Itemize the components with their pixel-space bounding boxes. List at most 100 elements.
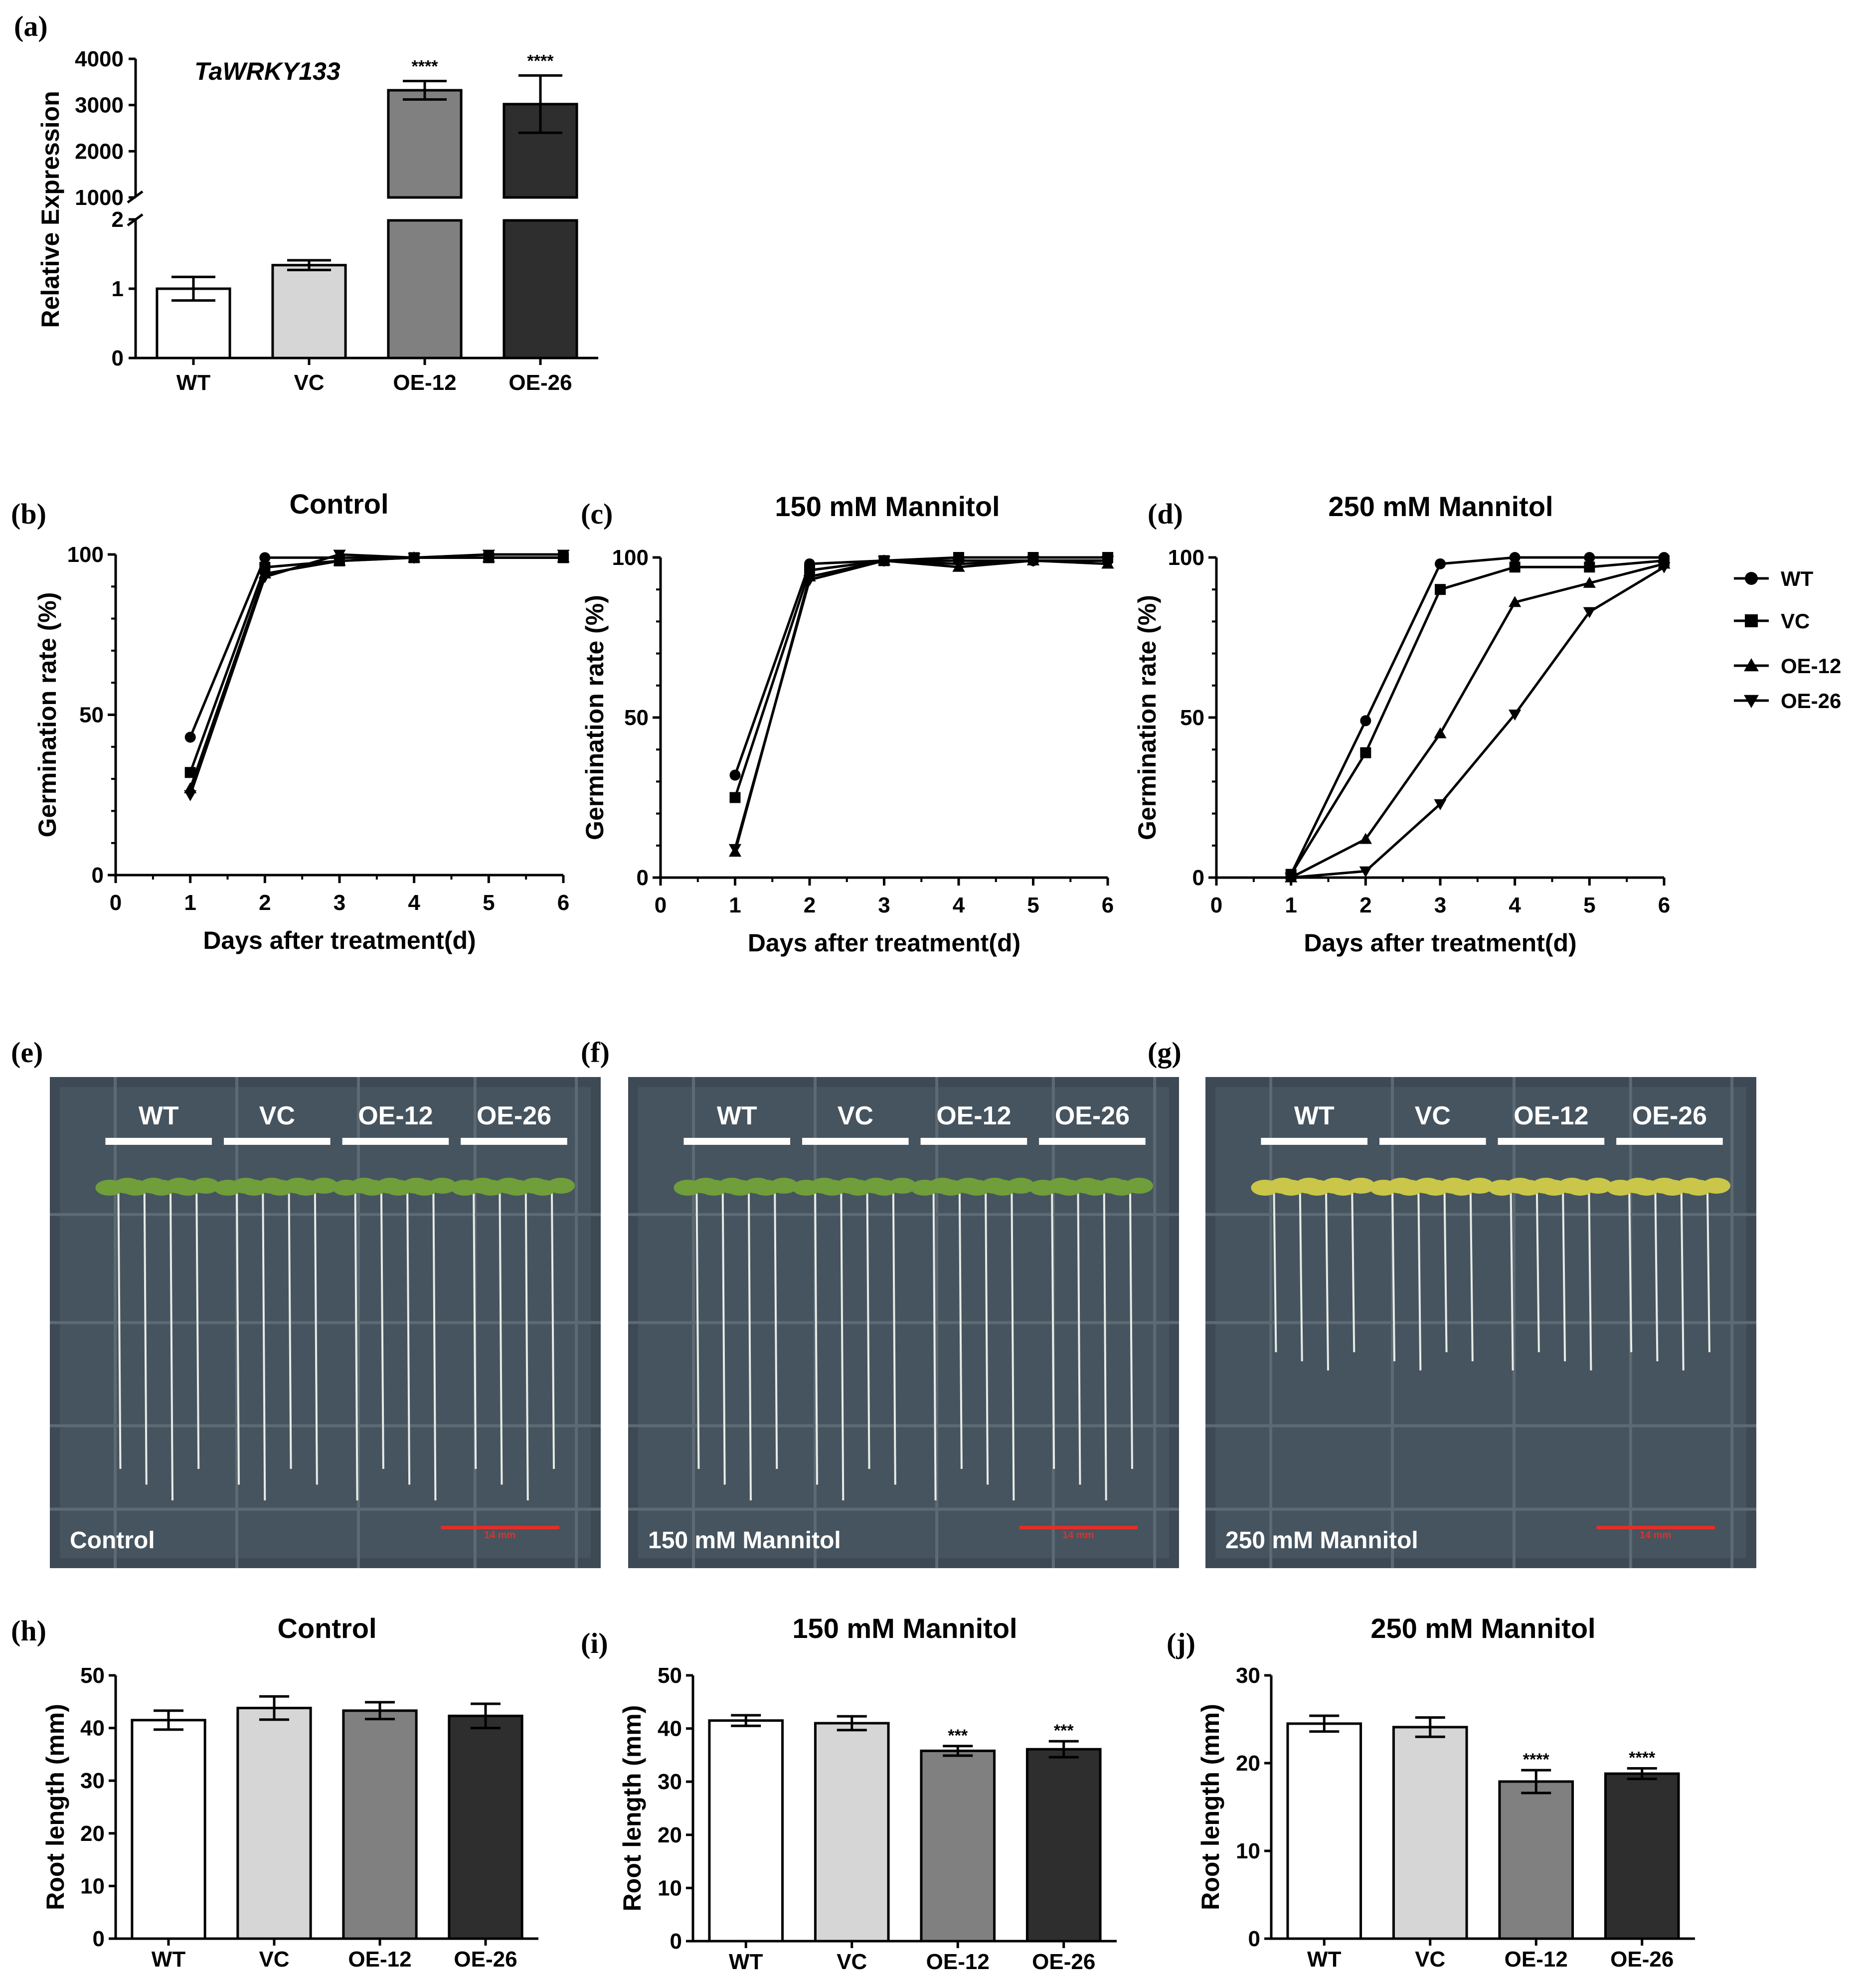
seedling-root <box>499 1191 503 1485</box>
group-label: VC <box>838 1101 873 1130</box>
seedling-root <box>1706 1191 1710 1352</box>
bar <box>1604 1772 1680 1940</box>
y-tick-label: 30 <box>658 1770 682 1794</box>
seedling-root <box>747 1191 752 1501</box>
legend-label: OE-26 <box>1781 689 1841 713</box>
y-tick-label: 0 <box>1192 866 1204 890</box>
x-tick-label: 0 <box>110 891 122 915</box>
y-tick-label: 0 <box>1248 1927 1260 1951</box>
data-point-vc <box>1435 584 1446 595</box>
chart-title: 250 mM Mannitol <box>1370 1613 1595 1644</box>
series-line-wt <box>734 559 1108 776</box>
data-point-wt <box>184 731 196 743</box>
scale-bar <box>1019 1526 1138 1529</box>
y-tick-label: 20 <box>658 1823 682 1847</box>
data-point-oe-26 <box>1026 555 1040 567</box>
y-tick-label: 3000 <box>75 93 124 118</box>
y-tick-label: 50 <box>1180 706 1204 730</box>
x-tick-label: 2 <box>804 893 816 917</box>
x-tick-label: VC <box>294 370 324 395</box>
seedling-photo-control: WT VC OE-12 OE-26 Control 14 mm <box>50 1077 601 1568</box>
legend-marker <box>1745 614 1758 627</box>
y-axis-label: Root length (mm) <box>618 1705 646 1912</box>
data-point-oe-26 <box>728 844 742 855</box>
y-tick-label: 10 <box>658 1876 682 1900</box>
seedling-leaf <box>1702 1178 1730 1194</box>
data-point-oe-26 <box>877 555 891 567</box>
germination-chart-250mm: 250 mM Mannitol Germination rate (%) Days … <box>1133 491 1671 957</box>
data-point-oe-26 <box>333 549 346 561</box>
x-tick-label: WT <box>1307 1947 1342 1972</box>
data-point-oe-26 <box>1509 710 1522 721</box>
y-tick-label: 0 <box>637 866 649 890</box>
data-point-vc <box>1584 561 1595 573</box>
data-point-oe-26 <box>1434 799 1447 810</box>
chart-title: Control <box>277 1613 376 1644</box>
x-tick-label: 3 <box>1434 893 1446 917</box>
data-point-oe-26 <box>1359 866 1372 878</box>
panel-label-a: (a) <box>14 10 48 42</box>
seedling-root <box>524 1191 529 1501</box>
panel-label-c: (c) <box>581 498 613 530</box>
x-tick-label: OE-26 <box>508 370 572 395</box>
root-length-chart-150mm: 150 mM Mannitol Root length (mm) 0 10 20 30 40… <box>618 1613 1117 1974</box>
x-tick-label: 2 <box>1359 893 1371 917</box>
data-point-oe-12 <box>1359 833 1372 844</box>
y-tick-label: 50 <box>79 703 104 727</box>
y-tick-label: 0 <box>93 1927 105 1951</box>
group-label: OE-12 <box>358 1101 433 1130</box>
data-point-oe-26 <box>1658 562 1671 573</box>
scale-bar-label: 14 mm <box>1640 1530 1671 1541</box>
seedling-root <box>432 1191 437 1501</box>
seedling-root <box>1129 1191 1133 1469</box>
chart-title: 150 mM Mannitol <box>775 491 1000 522</box>
y-tick-label: 40 <box>658 1717 682 1741</box>
data-point-oe-26 <box>1101 555 1114 567</box>
seedling-root <box>1351 1191 1355 1352</box>
data-point-vc <box>1360 747 1371 758</box>
data-point-oe-12 <box>1434 727 1447 738</box>
y-axis-label: Relative Expression <box>36 91 64 328</box>
panel-label-d: (d) <box>1148 498 1183 530</box>
bar <box>156 287 231 360</box>
seedling-root <box>314 1191 318 1485</box>
group-underline <box>1379 1138 1486 1145</box>
x-tick-label: 0 <box>1210 893 1222 917</box>
x-tick-label: 2 <box>259 891 271 915</box>
seedling-root <box>1325 1191 1329 1371</box>
seedling-root <box>1654 1191 1659 1362</box>
bar <box>920 1749 996 1943</box>
legend-marker <box>1744 695 1759 708</box>
panel-label-e: (e) <box>11 1036 43 1069</box>
x-tick-label: WT <box>176 370 211 395</box>
x-tick-label: 5 <box>483 891 495 915</box>
panel-label-b: (b) <box>11 498 46 530</box>
bar <box>131 1719 206 1940</box>
germination-chart-control: Control Germination rate (%) Days after tr… <box>33 488 570 954</box>
group-underline <box>920 1138 1027 1145</box>
seedling-root <box>1680 1191 1685 1371</box>
seedling-root <box>1469 1191 1474 1362</box>
x-tick-label: OE-26 <box>1610 1947 1674 1972</box>
data-point-oe-12 <box>1583 576 1596 588</box>
series-line-oe-12 <box>189 556 563 789</box>
seedling-leaf <box>1584 1178 1612 1194</box>
seedling-root <box>406 1191 411 1485</box>
significance-label: **** <box>412 57 439 76</box>
bar <box>1025 1748 1102 1943</box>
bar-upper-segment <box>387 89 463 199</box>
data-point-oe-12 <box>1509 596 1522 607</box>
seedling-root <box>721 1191 726 1485</box>
seedling-root <box>354 1191 358 1501</box>
root-length-chart-250mm: 250 mM Mannitol Root length (mm) 0 10 20 30 WT… <box>1196 1613 1695 1972</box>
seedling-root <box>1535 1191 1540 1352</box>
x-tick-label: OE-26 <box>1032 1950 1095 1974</box>
data-point-vc <box>1509 561 1521 573</box>
seedling-root <box>1077 1191 1081 1485</box>
y-tick-label: 50 <box>624 706 649 730</box>
seedling-root <box>1391 1191 1396 1362</box>
group-label: OE-26 <box>1055 1101 1130 1130</box>
data-point-oe-26 <box>952 559 965 570</box>
group-label: VC <box>1415 1101 1451 1130</box>
x-tick-label: VC <box>259 1947 289 1972</box>
